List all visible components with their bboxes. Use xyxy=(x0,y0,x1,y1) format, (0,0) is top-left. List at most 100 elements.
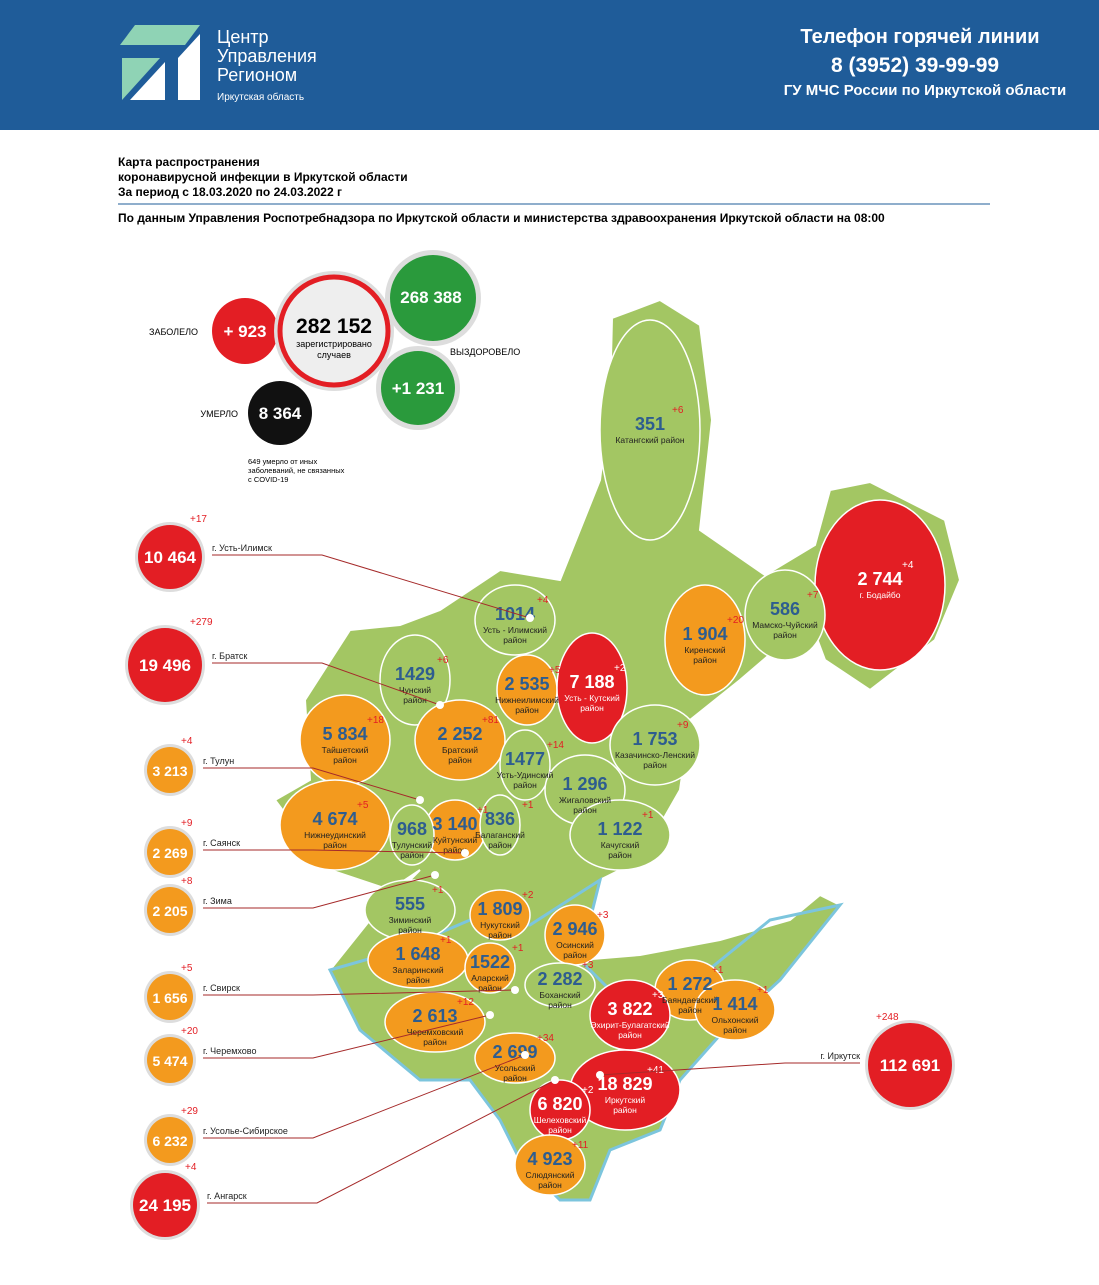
district-name: район xyxy=(503,635,527,645)
district-value: 6 820 xyxy=(537,1094,582,1114)
district-name: район xyxy=(333,755,357,765)
district-delta: +81 xyxy=(482,715,499,726)
city-value: 5 474 xyxy=(152,1053,187,1069)
district-name: район xyxy=(723,1025,747,1035)
city-delta: +248 xyxy=(876,1012,899,1023)
died-note: с COVID-19 xyxy=(248,475,288,484)
city-name: г. Свирск xyxy=(203,983,240,993)
district-area xyxy=(569,799,671,871)
district-name: Мамско-Чуйский xyxy=(752,620,818,630)
district-name: Зиминский xyxy=(389,915,432,925)
city-name: г. Братск xyxy=(212,651,247,661)
city-value: 2 205 xyxy=(152,903,187,919)
city-dot xyxy=(461,849,469,857)
district-value: 836 xyxy=(485,809,515,829)
district-name: Ольхонский xyxy=(712,1015,759,1025)
district-area xyxy=(474,584,556,656)
district-delta: +9 xyxy=(677,720,689,731)
district-delta: +1 xyxy=(757,985,769,996)
total-circle xyxy=(277,274,391,388)
district-value: 2 282 xyxy=(537,969,582,989)
city-value: 2 269 xyxy=(152,845,187,861)
district-name: Братский xyxy=(442,745,478,755)
district-area xyxy=(464,942,516,994)
sick-label: ЗАБОЛЕЛО xyxy=(149,327,198,337)
leader-line xyxy=(212,662,441,706)
district-name: район xyxy=(613,1105,637,1115)
district-name: район xyxy=(423,1037,447,1047)
leader-line xyxy=(203,767,421,801)
district-name: г. Бодайбо xyxy=(860,590,901,600)
district-name: Жигаловский xyxy=(559,795,611,805)
district-name: Слюдянский xyxy=(525,1170,574,1180)
district-value: 4 674 xyxy=(312,809,357,829)
district-area xyxy=(279,779,391,871)
city-delta: +9 xyxy=(181,818,193,829)
city-delta: +8 xyxy=(181,876,193,887)
city-circle xyxy=(147,887,193,933)
district-area xyxy=(414,699,506,781)
district-name: район xyxy=(403,695,427,705)
city-name: г. Усть-Илимск xyxy=(212,543,272,553)
district-delta: +6 xyxy=(437,655,449,666)
leader-line xyxy=(203,989,516,996)
city-circle xyxy=(138,525,202,589)
district-value: 1 904 xyxy=(682,624,727,644)
district-name: Киренский xyxy=(684,645,726,655)
city-circle xyxy=(868,1023,952,1107)
district-name: район xyxy=(478,983,502,993)
district-delta: +5 xyxy=(357,800,369,811)
leader-line xyxy=(203,1014,491,1059)
district-value: 968 xyxy=(397,819,427,839)
district-value: 586 xyxy=(770,599,800,619)
city-dot xyxy=(526,614,534,622)
district-name: Иркутский xyxy=(605,1095,645,1105)
district-name: Заларинский xyxy=(392,965,443,975)
district-delta: +14 xyxy=(547,740,564,751)
city-delta: +20 xyxy=(181,1026,198,1037)
district-value: 1 122 xyxy=(597,819,642,839)
city-circle xyxy=(147,1117,193,1163)
district-delta: +3 xyxy=(652,990,664,1001)
district-delta: +1 xyxy=(512,943,524,954)
district-delta: +1 xyxy=(432,885,444,896)
district-value: 2 613 xyxy=(412,1006,457,1026)
logo-shape xyxy=(122,58,160,100)
district-delta: +4 xyxy=(902,560,914,571)
district-name: Качугский xyxy=(601,840,640,850)
district-name: Балаганский xyxy=(475,830,525,840)
city-delta: +29 xyxy=(181,1106,198,1117)
source: По данным Управления Роспотребнадзора по… xyxy=(118,211,885,225)
district-value: 1477 xyxy=(505,749,545,769)
district-area xyxy=(474,1032,556,1084)
district-area xyxy=(556,632,628,744)
district-name: Усольский xyxy=(495,1063,536,1073)
leader-line xyxy=(599,1062,860,1076)
district-value: 1429 xyxy=(395,664,435,684)
city-circle xyxy=(147,1037,193,1083)
died-note: 649 умерло от иных xyxy=(248,457,317,466)
district-name: Казачинско-Ленский xyxy=(615,750,695,760)
district-name: Тайшетский xyxy=(322,745,369,755)
hotline-org: ГУ МЧС России по Иркутской области xyxy=(784,82,1066,99)
district-delta: +3 xyxy=(597,910,609,921)
leader-line xyxy=(212,554,531,619)
district-name: Тулунский xyxy=(392,840,432,850)
district-area xyxy=(514,1134,586,1196)
city-value: 1 656 xyxy=(152,990,187,1006)
hotline-title: Телефон горячей линии xyxy=(800,26,1039,48)
district-value: 7 188 xyxy=(569,672,614,692)
district-value: 2 535 xyxy=(504,674,549,694)
district-name: Осинский xyxy=(556,940,594,950)
district-name: Чунский xyxy=(399,685,431,695)
district-value: 2 744 xyxy=(857,569,902,589)
died-label: УМЕРЛО xyxy=(200,409,238,419)
district-name: район xyxy=(608,850,632,860)
city-circle xyxy=(147,974,193,1020)
sick-new-value: + 923 xyxy=(223,322,266,341)
district-name: Баяндаевский xyxy=(662,995,718,1005)
city-value: 112 691 xyxy=(880,1056,941,1075)
hotline-phone: 8 (3952) 39-99-99 xyxy=(831,54,999,77)
city-circle xyxy=(128,628,202,702)
district-area xyxy=(609,704,701,786)
